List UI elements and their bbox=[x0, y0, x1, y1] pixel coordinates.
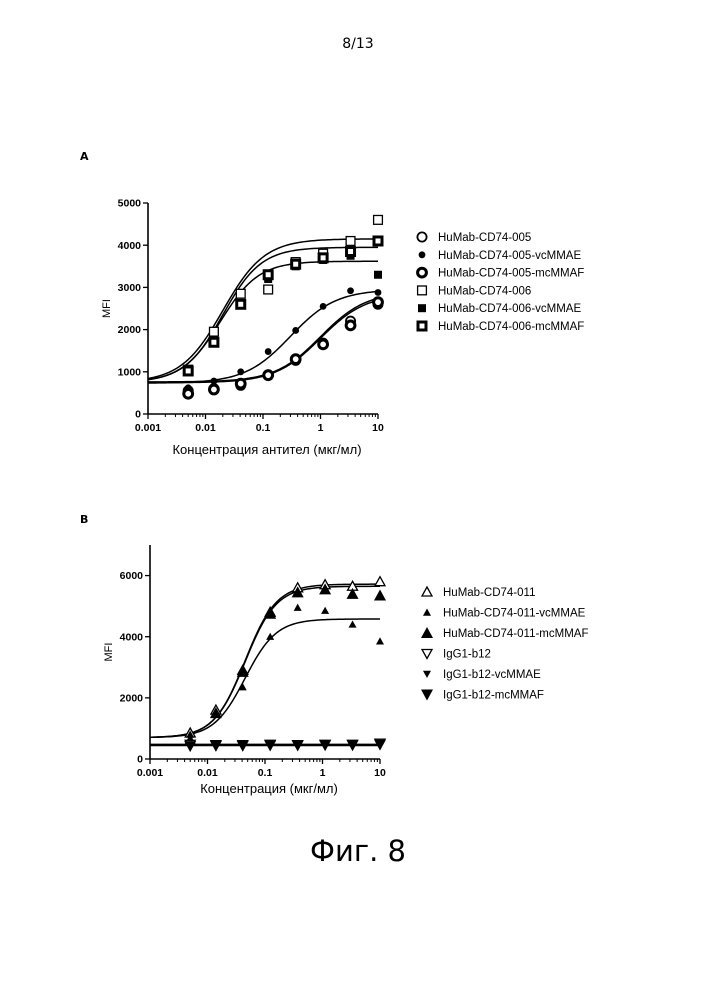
data-point bbox=[292, 327, 299, 334]
figure-caption: Фиг. 8 bbox=[0, 834, 716, 868]
data-point bbox=[347, 287, 354, 294]
y-tick-label: 2000 bbox=[118, 324, 142, 336]
legend-label: IgG1-b12-vcMMAE bbox=[443, 669, 541, 681]
data-point bbox=[237, 300, 245, 308]
fit-curve bbox=[150, 619, 380, 737]
x-tick-label: 0.01 bbox=[197, 767, 218, 779]
data-point bbox=[374, 589, 386, 600]
y-tick-label: 2000 bbox=[120, 692, 144, 704]
data-point bbox=[236, 289, 245, 298]
y-axis-label: MFI bbox=[101, 299, 113, 318]
chart-panel-a: 0.001 0.01 0.1 1 10 0 1000 2000 3000 4000 5000 MFI К… bbox=[101, 198, 584, 457]
data-point bbox=[321, 607, 329, 614]
legend-label: HuMab-CD74-005-vcMMAE bbox=[438, 250, 581, 262]
legend-label: IgG1-b12-mcMMAF bbox=[443, 690, 544, 702]
data-point bbox=[210, 741, 222, 752]
legend-label: HuMab-CD74-006-vcMMAE bbox=[438, 303, 581, 315]
legend-marker bbox=[421, 627, 433, 638]
fit-curve bbox=[148, 247, 378, 379]
y-tick-label: 3000 bbox=[118, 282, 142, 294]
legend-marker bbox=[421, 690, 433, 701]
legend-marker bbox=[418, 286, 427, 295]
data-point bbox=[210, 327, 219, 336]
data-point bbox=[349, 620, 357, 627]
fit-curve bbox=[150, 586, 380, 737]
legend-marker bbox=[418, 268, 427, 277]
legend-marker bbox=[423, 671, 431, 678]
data-point bbox=[374, 271, 382, 279]
x-axis-label: Концентрация (мкг/мл) bbox=[200, 781, 338, 796]
legend-marker bbox=[422, 650, 432, 659]
data-point bbox=[376, 637, 384, 644]
legend-label: HuMab-CD74-006 bbox=[438, 285, 531, 297]
y-tick-label: 0 bbox=[135, 409, 141, 421]
y-tick-label: 6000 bbox=[120, 570, 144, 582]
legend-marker bbox=[423, 609, 431, 616]
x-tick-label: 1 bbox=[320, 767, 326, 779]
legend-label: HuMab-CD74-006-mcMMAF bbox=[438, 321, 584, 333]
x-tick-label: 0.001 bbox=[137, 767, 163, 779]
data-point bbox=[346, 321, 355, 330]
data-point bbox=[184, 389, 193, 398]
data-point bbox=[265, 348, 272, 355]
legend-marker bbox=[418, 304, 426, 312]
x-tick-label: 0.01 bbox=[195, 422, 216, 434]
data-point bbox=[237, 368, 244, 375]
legend-marker bbox=[419, 251, 426, 258]
legend-marker bbox=[417, 232, 426, 241]
y-axis-label: MFI bbox=[103, 643, 115, 662]
legend-marker bbox=[422, 587, 432, 596]
data-point bbox=[264, 271, 272, 279]
fit-curve bbox=[148, 239, 378, 379]
legend-label: HuMab-CD74-011-vcMMAE bbox=[443, 608, 586, 620]
data-point bbox=[211, 378, 218, 385]
data-point bbox=[264, 285, 273, 294]
data-point bbox=[184, 367, 192, 375]
legend-label: HuMab-CD74-011-mcMMAF bbox=[443, 628, 588, 640]
y-tick-label: 1000 bbox=[118, 366, 142, 378]
data-point bbox=[319, 254, 327, 262]
fit-curve bbox=[148, 300, 378, 382]
x-tick-label: 0.1 bbox=[258, 767, 273, 779]
x-tick-label: 10 bbox=[374, 767, 386, 779]
data-point bbox=[320, 303, 327, 310]
x-tick-label: 0.1 bbox=[256, 422, 271, 434]
data-point bbox=[374, 237, 382, 245]
data-point bbox=[264, 371, 273, 380]
fit-curve bbox=[150, 584, 380, 737]
y-tick-label: 5000 bbox=[118, 198, 142, 210]
data-point bbox=[184, 741, 196, 752]
data-point bbox=[374, 215, 383, 224]
fit-curve bbox=[148, 291, 378, 383]
data-point bbox=[264, 608, 276, 619]
legend-label: IgG1-b12 bbox=[443, 649, 491, 661]
legend-label: HuMab-CD74-005-mcMMAF bbox=[438, 268, 584, 280]
legend-marker bbox=[418, 322, 426, 330]
data-point bbox=[375, 577, 385, 586]
y-tick-label: 0 bbox=[137, 754, 143, 766]
data-point bbox=[210, 338, 218, 346]
data-point bbox=[374, 298, 383, 307]
legend-label: HuMab-CD74-005 bbox=[438, 232, 531, 244]
data-point bbox=[291, 355, 300, 364]
y-tick-label: 4000 bbox=[118, 240, 142, 252]
data-point bbox=[237, 666, 249, 677]
chart-panel-b: 0.001 0.01 0.1 1 10 0 2000 4000 6000 MFI Концентра… bbox=[103, 545, 588, 796]
x-tick-label: 1 bbox=[318, 422, 324, 434]
x-tick-label: 10 bbox=[372, 422, 384, 434]
data-point bbox=[319, 340, 328, 349]
data-point bbox=[236, 379, 245, 388]
data-point bbox=[375, 289, 382, 296]
x-axis-label: Концентрация антител (мкг/мл) bbox=[172, 442, 361, 457]
y-tick-label: 4000 bbox=[120, 631, 144, 643]
data-point bbox=[346, 237, 355, 246]
data-point bbox=[210, 385, 219, 394]
legend-label: HuMab-CD74-011 bbox=[443, 587, 535, 599]
data-point bbox=[294, 604, 302, 611]
x-tick-label: 0.001 bbox=[135, 422, 161, 434]
data-point bbox=[292, 260, 300, 268]
data-point bbox=[347, 248, 355, 256]
data-point bbox=[237, 741, 249, 752]
fit-curve bbox=[148, 298, 378, 382]
